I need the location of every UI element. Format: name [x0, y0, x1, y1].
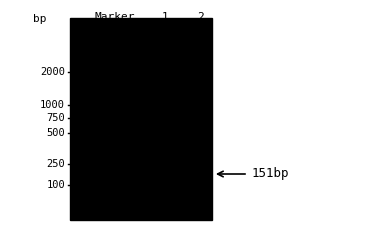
Text: 750: 750	[46, 113, 65, 123]
Text: 1: 1	[162, 12, 168, 22]
Text: 500: 500	[46, 128, 65, 138]
Text: Marker: Marker	[95, 12, 135, 22]
Text: 151bp: 151bp	[252, 167, 290, 180]
Text: 1000: 1000	[40, 100, 65, 110]
Text: 2: 2	[197, 12, 203, 22]
Text: 2000: 2000	[40, 67, 65, 77]
Text: bp: bp	[33, 14, 47, 24]
Text: 250: 250	[46, 159, 65, 169]
Text: 100: 100	[46, 180, 65, 190]
Bar	[70, 18, 212, 220]
